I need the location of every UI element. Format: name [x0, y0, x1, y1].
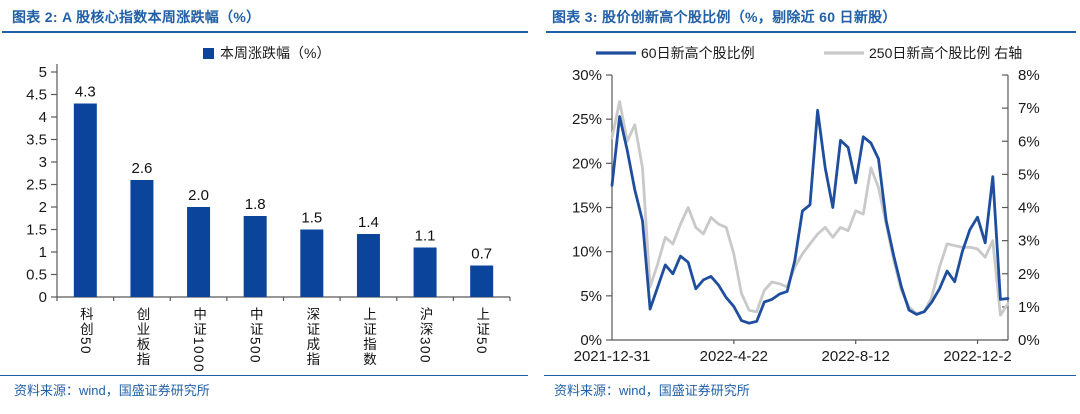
bar-chart: 本周涨跌幅（%） 0 0.5 1 1.5 2 2.5 3 3.5 4 4.5 5 4.3 科创50 2.6 创… — [26, 45, 511, 373]
line-axes: 0% 5% 10% 15% 20% 25% 30% 0% 1% 2% 3% 4% 5% 6% 7% 8% 202… — [572, 67, 1040, 365]
x-tick-label: 2022-4-22 — [700, 348, 768, 365]
legend-label: 本周涨跌幅（%） — [220, 45, 330, 61]
figure-panel-line-chart: 图表 3: 股价创新高个股比例（%，剔除近 60 日新股） 60日新高个股比例 2… — [540, 0, 1080, 414]
bar-value-label: 1.4 — [358, 214, 379, 231]
bar-value-label: 1.1 — [415, 228, 436, 245]
svg-text:1.5: 1.5 — [26, 222, 47, 239]
bar-3 — [243, 216, 267, 297]
svg-text:5%: 5% — [580, 288, 602, 305]
bar-category-label: 科创50 — [78, 307, 94, 355]
bar-series: 4.3 科创50 2.6 创业板指 2.0 中证1000 1.8 中证500 1.5 深证成指 1.… — [73, 84, 494, 373]
figure3-source: 资料来源：wind，国盛证券研究所 — [554, 383, 750, 398]
bar-y-axis: 0 0.5 1 1.5 2 2.5 3 3.5 4 4.5 5 — [26, 64, 511, 306]
svg-text:2%: 2% — [1018, 266, 1040, 283]
svg-text:1%: 1% — [1018, 299, 1040, 316]
bar-4 — [300, 229, 324, 297]
bar-category-label: 中证1000 — [191, 307, 207, 373]
bar-6 — [413, 247, 437, 297]
figure2-caption: 图表 2: A 股核心指数本周涨跌幅（%） — [12, 9, 261, 25]
bar-value-label: 2.6 — [132, 160, 153, 177]
bar-category-label: 创业板指 — [134, 307, 150, 367]
svg-text:0%: 0% — [1018, 332, 1040, 349]
x-tick-label: 2021-12-31 — [574, 348, 651, 365]
figure2-source-divider — [0, 375, 528, 376]
svg-text:7%: 7% — [1018, 100, 1040, 117]
svg-text:1: 1 — [39, 244, 47, 261]
svg-text:5: 5 — [39, 64, 47, 81]
bar-value-label: 2.0 — [188, 187, 209, 204]
figure3-source-divider — [544, 375, 1076, 376]
svg-text:3.5: 3.5 — [26, 132, 47, 149]
bar-0 — [73, 103, 97, 297]
svg-text:3%: 3% — [1018, 233, 1040, 250]
bar-category-label: 沪深300 — [418, 307, 434, 364]
svg-text:2: 2 — [39, 199, 47, 216]
figure2-caption-divider — [2, 31, 528, 33]
bar-7 — [470, 265, 494, 297]
series-60d — [610, 108, 1010, 325]
figure3-caption-divider — [546, 31, 1076, 33]
svg-text:15%: 15% — [572, 200, 602, 217]
bar-2 — [187, 207, 211, 297]
svg-text:0: 0 — [39, 289, 47, 306]
bar-legend: 本周涨跌幅（%） — [203, 45, 330, 61]
bar-chart-root: 本周涨跌幅（%） 0 0.5 1 1.5 2 2.5 3 3.5 4 4.5 5 4.3 科创50 2.6 创… — [26, 45, 511, 373]
svg-text:8%: 8% — [1018, 67, 1040, 84]
bar-value-label: 4.3 — [75, 84, 96, 101]
svg-text:4%: 4% — [1018, 200, 1040, 217]
bar-category-label: 深证成指 — [304, 307, 320, 367]
svg-text:2.5: 2.5 — [26, 177, 47, 194]
svg-text:0.5: 0.5 — [26, 267, 47, 284]
bar-category-label: 中证500 — [248, 307, 264, 364]
bar-value-label: 0.7 — [471, 246, 492, 263]
svg-text:6%: 6% — [1018, 133, 1040, 150]
figure-panel-bar-chart: 图表 2: A 股核心指数本周涨跌幅（%） 本周涨跌幅（%） 0 0.5 1 1.5 2 2… — [0, 9, 540, 398]
svg-text:30%: 30% — [572, 67, 602, 84]
svg-text:10%: 10% — [572, 244, 602, 261]
figure2-source: 资料来源：wind，国盛证券研究所 — [14, 383, 210, 398]
series-250d — [610, 100, 1010, 317]
x-tick-label: 2022-8-12 — [821, 348, 889, 365]
bar-value-label: 1.8 — [245, 196, 266, 213]
line-legend: 60日新高个股比例 250日新高个股比例 右轴 — [596, 45, 1022, 61]
legend-label: 60日新高个股比例 — [641, 45, 755, 61]
line-chart: 60日新高个股比例 250日新高个股比例 右轴 0% 5% 10% 15% 20% 25% 30… — [572, 45, 1040, 365]
legend-label: 250日新高个股比例 右轴 — [869, 45, 1022, 61]
figure3-caption: 图表 3: 股价创新高个股比例（%，剔除近 60 日新股） — [552, 9, 897, 25]
svg-text:3: 3 — [39, 154, 47, 171]
legend-swatch-bar — [203, 48, 214, 59]
x-tick-label: 2022-12-2 — [943, 348, 1011, 365]
svg-text:4.5: 4.5 — [26, 87, 47, 104]
svg-text:25%: 25% — [572, 111, 602, 128]
bar-1 — [130, 180, 154, 297]
bar-5 — [356, 234, 380, 297]
bar-category-label: 上证指数 — [361, 307, 377, 367]
bar-value-label: 1.5 — [301, 210, 322, 227]
svg-text:4: 4 — [39, 109, 47, 126]
bar-chart-area: 本周涨跌幅（%） 0 0.5 1 1.5 2 2.5 3 3.5 4 4.5 5 4.3 科创50 2.6 创… — [0, 33, 540, 375]
svg-text:20%: 20% — [572, 155, 602, 172]
bar-category-label: 上证50 — [474, 307, 490, 355]
svg-text:5%: 5% — [1018, 166, 1040, 183]
line-chart-root: 60日新高个股比例 250日新高个股比例 右轴 0% 5% 10% 15% 20% 25% 30… — [572, 45, 1040, 365]
svg-text:0%: 0% — [580, 332, 602, 349]
line-chart-area: 60日新高个股比例 250日新高个股比例 右轴 0% 5% 10% 15% 20% 25% 30… — [540, 33, 1080, 375]
